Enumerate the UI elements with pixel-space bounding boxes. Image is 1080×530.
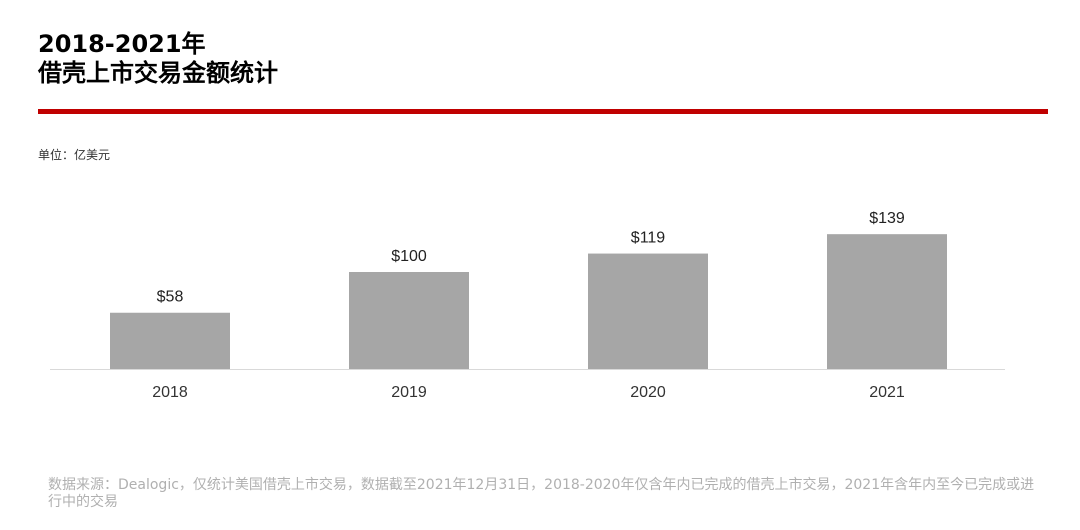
bar-2019 [349,272,469,369]
labels-group: $58 2018 $100 2019 $119 2020 $139 2021 [152,210,905,401]
bars-group [110,234,947,369]
title-divider [38,109,1048,114]
x-tick-label-2020: 2020 [630,384,666,401]
x-tick-label-2019: 2019 [391,384,427,401]
data-label-2021: $139 [869,210,905,227]
bar-2020 [588,253,708,369]
x-tick-label-2021: 2021 [869,384,905,401]
data-label-2019: $100 [391,248,427,265]
x-tick-label-2018: 2018 [152,384,188,401]
chart-title-line-2: 借壳上市交易金额统计 [38,59,278,87]
chart-title: 2018-2021年 借壳上市交易金额统计 [38,30,278,88]
bar-2018 [110,312,230,369]
data-label-2020: $119 [631,230,666,247]
bar-2021 [827,234,947,369]
data-label-2018: $58 [157,289,184,306]
source-note: 数据来源：Dealogic，仅统计美国借壳上市交易，数据截至2021年12月31… [48,477,1035,510]
chart-title-line-1: 2018-2021年 [38,30,206,58]
unit-label: 单位：亿美元 [38,148,111,162]
